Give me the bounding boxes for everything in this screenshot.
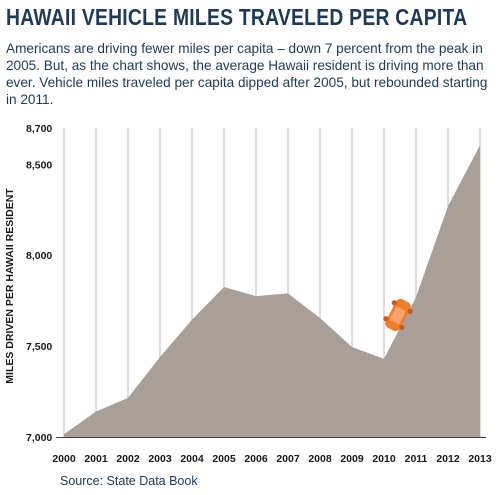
area-series-path (64, 145, 480, 438)
x-tick-label: 2009 (340, 453, 364, 465)
x-tick-label: 2011 (405, 453, 428, 465)
y-tick-label: 8,000 (26, 250, 52, 262)
x-tick-label: 2005 (212, 453, 236, 465)
y-tick-label: 7,000 (26, 432, 52, 444)
x-tick-label: 2013 (468, 453, 492, 465)
x-tick-label: 2004 (180, 453, 204, 465)
chart-title: HAWAII VEHICLE MILES TRAVELED PER CAPITA (6, 4, 468, 30)
y-tick-label: 8,700 (26, 123, 52, 135)
x-tick-label: 2002 (116, 453, 140, 465)
y-tick-label: 8,500 (26, 159, 52, 171)
x-tick-label: 2000 (52, 453, 76, 465)
y-tick-label: 7,500 (26, 341, 52, 353)
x-tick-label: 2003 (148, 453, 172, 465)
x-tick-label: 2008 (308, 453, 332, 465)
x-tick-label: 2012 (436, 453, 460, 465)
x-tick-label: 2006 (244, 453, 268, 465)
source-note: Source: State Data Book (60, 474, 198, 488)
area-series (63, 145, 481, 438)
y-axis-label: MILES DRIVEN PER HAWAII RESIDENT (4, 188, 16, 384)
x-tick-label: 2001 (84, 453, 108, 465)
car-icon (383, 298, 413, 332)
x-tick-label: 2007 (276, 453, 300, 465)
y-axis-ticks: 7,000 7,500 8,000 8,500 8,700 (26, 123, 52, 444)
chart-subtitle: Americans are driving fewer miles per ca… (6, 41, 488, 107)
x-tick-label: 2010 (372, 453, 396, 465)
x-axis-ticks: 2000 2001 2002 2003 2004 2005 2006 2007 2008 2009… (52, 453, 492, 465)
